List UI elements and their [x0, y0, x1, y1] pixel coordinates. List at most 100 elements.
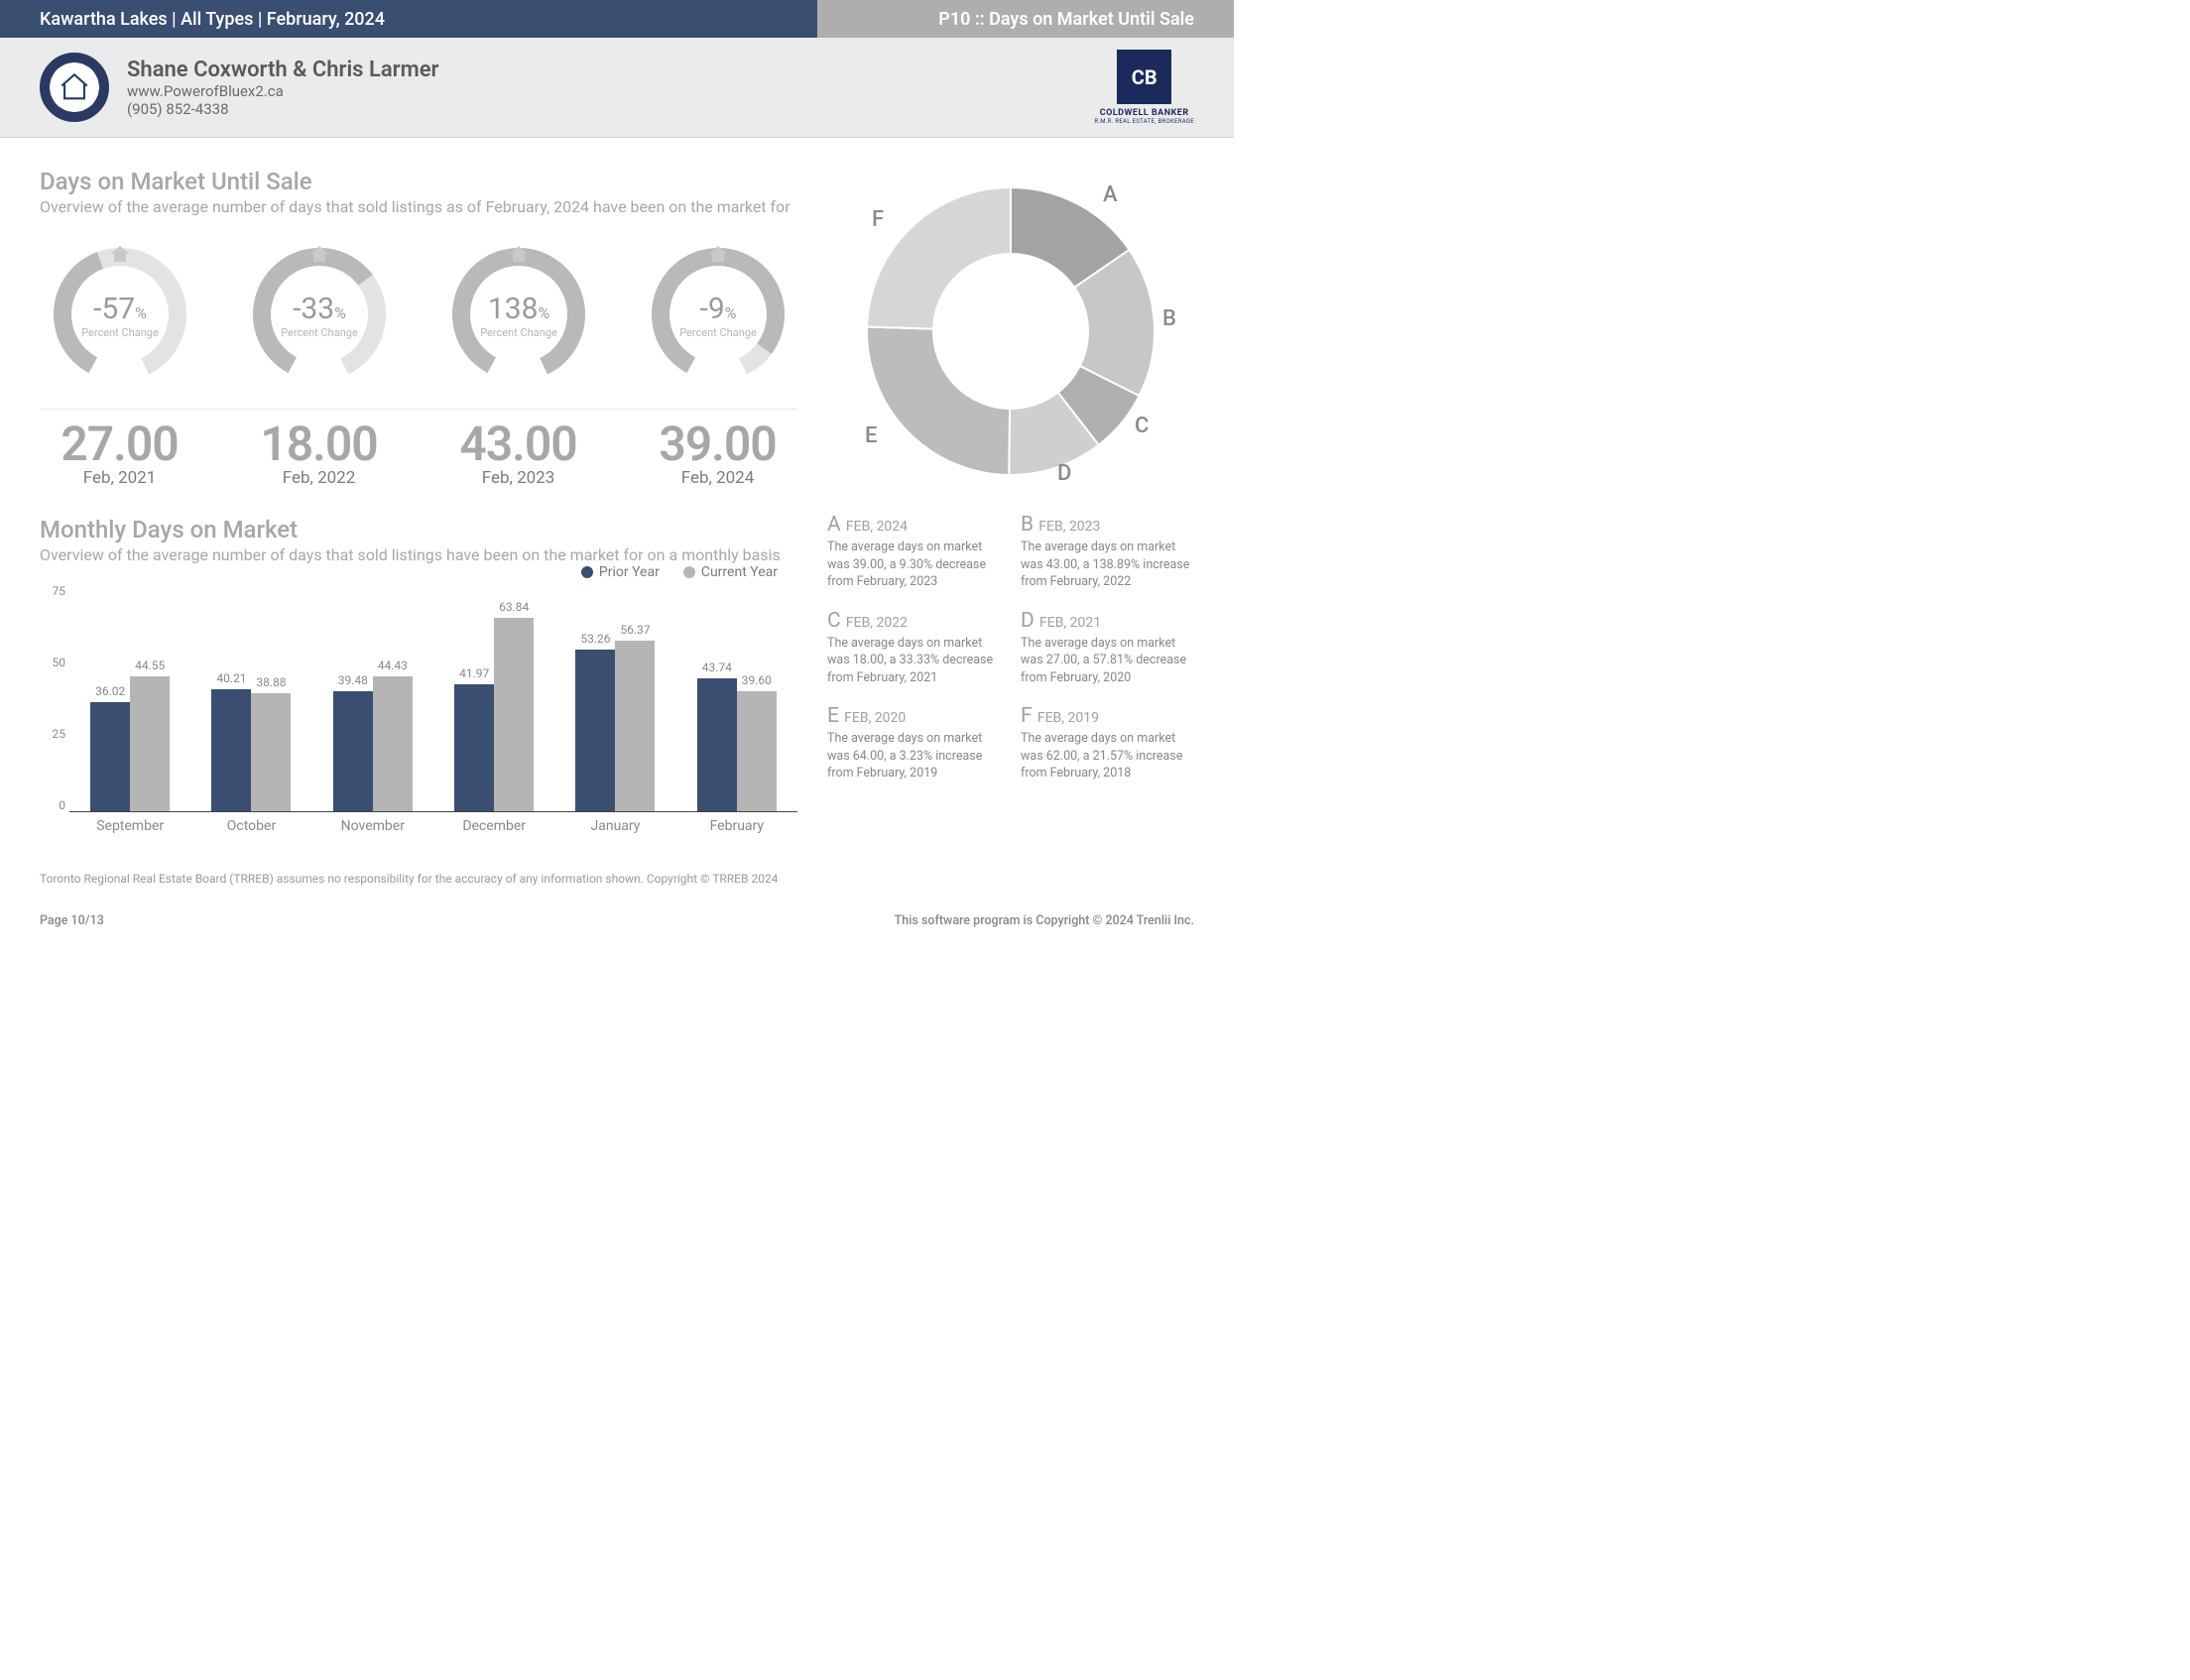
stat-cell: D FEB, 2021 The average days on market w… — [1021, 609, 1194, 687]
svg-text:-33%: -33% — [293, 292, 346, 326]
legend-current-label: Current Year — [701, 564, 778, 580]
bar-prior: 40.21 — [211, 689, 251, 811]
stat-cell: F FEB, 2019 The average days on market w… — [1021, 704, 1194, 782]
svg-text:-57%: -57% — [93, 292, 147, 326]
x-label: November — [312, 812, 433, 842]
bar-value: 39.60 — [742, 673, 772, 687]
x-label: January — [554, 812, 675, 842]
brand-logo-icon: CB — [1117, 50, 1171, 104]
bar-current: 56.37 — [615, 641, 655, 811]
donut-chart: ABCDEF — [847, 168, 1174, 495]
y-tick: 25 — [40, 727, 65, 741]
bar-value: 39.48 — [338, 673, 368, 687]
page-indicator: P10 :: Days on Market Until Sale — [817, 0, 1234, 38]
stat-body: The average days on market was 62.00, a … — [1021, 730, 1194, 782]
stat-cell: B FEB, 2023 The average days on market w… — [1021, 513, 1194, 591]
stat-head: F FEB, 2019 — [1021, 704, 1194, 728]
big-value: 27.00 — [40, 416, 199, 472]
chart-legend: Prior Year Current Year — [40, 564, 797, 580]
bar-value: 40.21 — [216, 671, 246, 685]
gauge-ring-icon: -57% Percent Change — [46, 240, 194, 389]
right-column: ABCDEF A FEB, 2024 The average days on m… — [827, 168, 1194, 842]
stat-body: The average days on market was 64.00, a … — [827, 730, 1001, 782]
gauge-ring-icon: -9% Percent Change — [644, 240, 792, 389]
stat-head: B FEB, 2023 — [1021, 513, 1194, 537]
bar-prior: 41.97 — [454, 684, 494, 811]
stat-cell: C FEB, 2022 The average days on market w… — [827, 609, 1001, 687]
stat-head: E FEB, 2020 — [827, 704, 1001, 728]
svg-text:138%: 138% — [487, 292, 549, 326]
bar-value: 63.84 — [499, 600, 529, 614]
month-group: 53.26 56.37 — [554, 584, 675, 811]
brand-sub: R.M.R. REAL ESTATE, BROKERAGE — [1094, 118, 1194, 125]
svg-text:-9%: -9% — [699, 292, 736, 326]
bar-value: 36.02 — [95, 684, 125, 698]
donut-letter: E — [865, 423, 877, 448]
page-number: Page 10/13 — [40, 913, 104, 928]
bar-prior: 36.02 — [90, 702, 130, 811]
agent-bar: Shane Coxworth & Chris Larmer www.Powero… — [0, 38, 1234, 138]
donut-letter: F — [872, 207, 884, 232]
main-content: Days on Market Until Sale Overview of th… — [0, 138, 1234, 852]
donut-segment — [867, 326, 1010, 474]
gauge-ring-icon: 138% Percent Change — [444, 240, 593, 389]
y-tick: 0 — [40, 798, 65, 812]
svg-text:Percent Change: Percent Change — [81, 326, 159, 339]
month-group: 39.48 44.43 — [312, 584, 433, 811]
agent-name: Shane Coxworth & Chris Larmer — [127, 58, 1076, 82]
stat-body: The average days on market was 18.00, a … — [827, 635, 1001, 687]
stat-head: A FEB, 2024 — [827, 513, 1001, 537]
bar-value: 41.97 — [459, 666, 489, 680]
stat-head: C FEB, 2022 — [827, 609, 1001, 633]
svg-text:Percent Change: Percent Change — [480, 326, 557, 339]
top-bar: Kawartha Lakes | All Types | February, 2… — [0, 0, 1234, 38]
monthly-section: Monthly Days on Market Overview of the a… — [40, 516, 797, 842]
brand-name: COLDWELL BANKER — [1100, 108, 1189, 118]
agent-info: Shane Coxworth & Chris Larmer www.Powero… — [127, 58, 1076, 118]
legend-prior: Prior Year — [581, 564, 660, 580]
bar-current: 38.88 — [251, 693, 291, 811]
x-axis: SeptemberOctoberNovemberDecemberJanuaryF… — [69, 812, 797, 842]
stat-body: The average days on market was 27.00, a … — [1021, 635, 1194, 687]
stat-body: The average days on market was 39.00, a … — [827, 539, 1001, 591]
donut-segment — [867, 187, 1011, 329]
brand-logo: CB COLDWELL BANKER R.M.R. REAL ESTATE, B… — [1094, 50, 1194, 125]
overview-title: Days on Market Until Sale — [40, 168, 797, 195]
donut-letter: B — [1162, 306, 1176, 331]
agent-logo-icon — [40, 53, 109, 122]
bar-value: 44.55 — [135, 659, 165, 672]
overview-subtitle: Overview of the average number of days t… — [40, 197, 797, 216]
monthly-title: Monthly Days on Market — [40, 516, 797, 543]
big-value-cell: 39.00 Feb, 2024 — [638, 416, 797, 488]
gauge-cell: -9% Percent Change — [638, 240, 797, 389]
gauge-ring-icon: -33% Percent Change — [245, 240, 394, 389]
agent-url: www.PowerofBluex2.ca — [127, 82, 1076, 100]
x-label: December — [433, 812, 554, 842]
bar-current: 44.55 — [130, 676, 170, 811]
x-label: February — [676, 812, 797, 842]
donut-letter: A — [1103, 182, 1118, 207]
agent-phone: (905) 852-4338 — [127, 100, 1076, 118]
big-numbers-row: 27.00 Feb, 2021 18.00 Feb, 2022 43.00 Fe… — [40, 416, 797, 488]
legend-prior-label: Prior Year — [599, 564, 660, 580]
month-group: 41.97 63.84 — [433, 584, 554, 811]
gauge-cell: 138% Percent Change — [438, 240, 598, 389]
legend-current: Current Year — [683, 564, 778, 580]
bar-prior: 39.48 — [333, 691, 373, 811]
svg-text:Percent Change: Percent Change — [281, 326, 358, 339]
stats-grid: A FEB, 2024 The average days on market w… — [827, 513, 1194, 782]
monthly-subtitle: Overview of the average number of days t… — [40, 545, 797, 564]
disclaimer: Toronto Regional Real Estate Board (TRRE… — [40, 872, 1194, 886]
bar-value: 43.74 — [702, 660, 732, 674]
donut-letter: C — [1135, 414, 1149, 438]
y-tick: 75 — [40, 584, 65, 598]
big-value: 39.00 — [638, 416, 797, 472]
software-copyright: This software program is Copyright © 202… — [895, 913, 1194, 928]
left-column: Days on Market Until Sale Overview of th… — [40, 168, 797, 842]
plot-area: 36.02 44.55 40.21 38.88 39.48 44.43 41.9… — [69, 584, 797, 812]
month-group: 36.02 44.55 — [69, 584, 190, 811]
bar-chart: 7550250 36.02 44.55 40.21 38.88 39.48 44… — [40, 584, 797, 842]
big-value-cell: 43.00 Feb, 2023 — [438, 416, 598, 488]
gauge-cell: -57% Percent Change — [40, 240, 199, 389]
bar-current: 63.84 — [494, 618, 534, 811]
